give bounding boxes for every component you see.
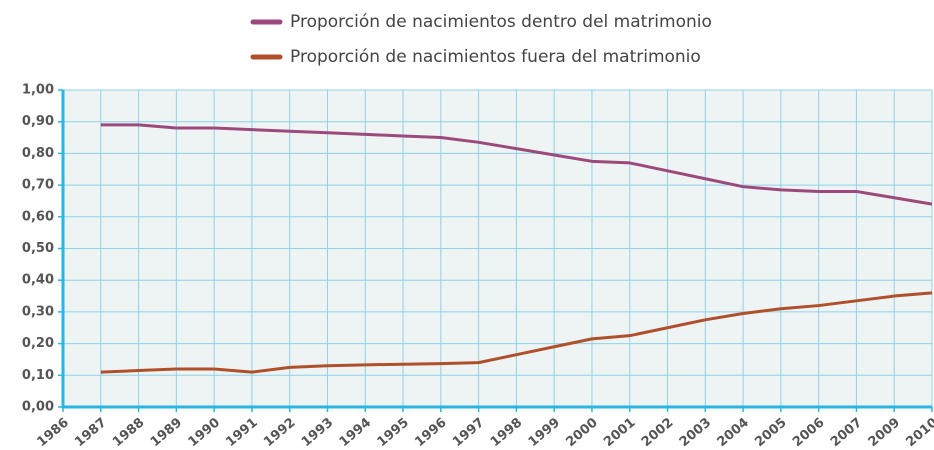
y-tick-label: 0,90 (22, 114, 54, 129)
x-tick-label: 1999 (526, 415, 563, 450)
x-tick-label: 1993 (299, 415, 336, 450)
series-line (100, 123, 933, 206)
x-tick-label: 2005 (752, 415, 789, 450)
y-tick-label: 0,00 (22, 400, 54, 415)
y-tick-label: 0,10 (22, 368, 54, 383)
x-tick-label: 2002 (639, 415, 676, 450)
y-tick-label: 0,70 (22, 178, 54, 193)
x-tick-label: 1997 (450, 415, 487, 450)
y-tick-label: 0,80 (22, 146, 54, 161)
x-tick-label: 1987 (72, 415, 109, 450)
x-tick-label: 2001 (601, 415, 638, 450)
x-tick-label: 2009 (866, 415, 903, 450)
x-tick-label: 1998 (488, 415, 525, 450)
x-tick-label: 2010 (903, 415, 934, 450)
y-tick-label: 0,50 (22, 241, 54, 256)
legend-label: Proporción de nacimientos fuera del matr… (290, 47, 701, 67)
x-tick-label: 1995 (375, 415, 412, 450)
y-tick-label: 1,00 (22, 83, 54, 98)
x-tick-label: 1989 (148, 415, 185, 450)
legend-label: Proporción de nacimientos dentro del mat… (290, 12, 712, 32)
x-tick-label: 1988 (110, 415, 147, 450)
x-tick-label: 1994 (337, 415, 374, 450)
x-tick-label: 2003 (677, 415, 714, 450)
x-tick-label: 1992 (261, 415, 298, 450)
series-line (100, 291, 933, 374)
x-tick-label: 1990 (186, 415, 223, 450)
y-tick-label: 0,60 (22, 209, 54, 224)
x-tick-label: 1991 (223, 415, 260, 450)
x-tick-label: 1996 (412, 415, 449, 450)
x-tick-label: 2007 (828, 415, 865, 450)
y-tick-label: 0,30 (22, 304, 54, 319)
y-tick-label: 0,20 (22, 336, 54, 351)
x-tick-label: 2004 (715, 415, 752, 450)
x-tick-label: 2000 (563, 415, 600, 450)
y-tick-label: 0,40 (22, 273, 54, 288)
x-tick-label: 2006 (790, 415, 827, 450)
x-tick-label: 1986 (34, 415, 71, 450)
